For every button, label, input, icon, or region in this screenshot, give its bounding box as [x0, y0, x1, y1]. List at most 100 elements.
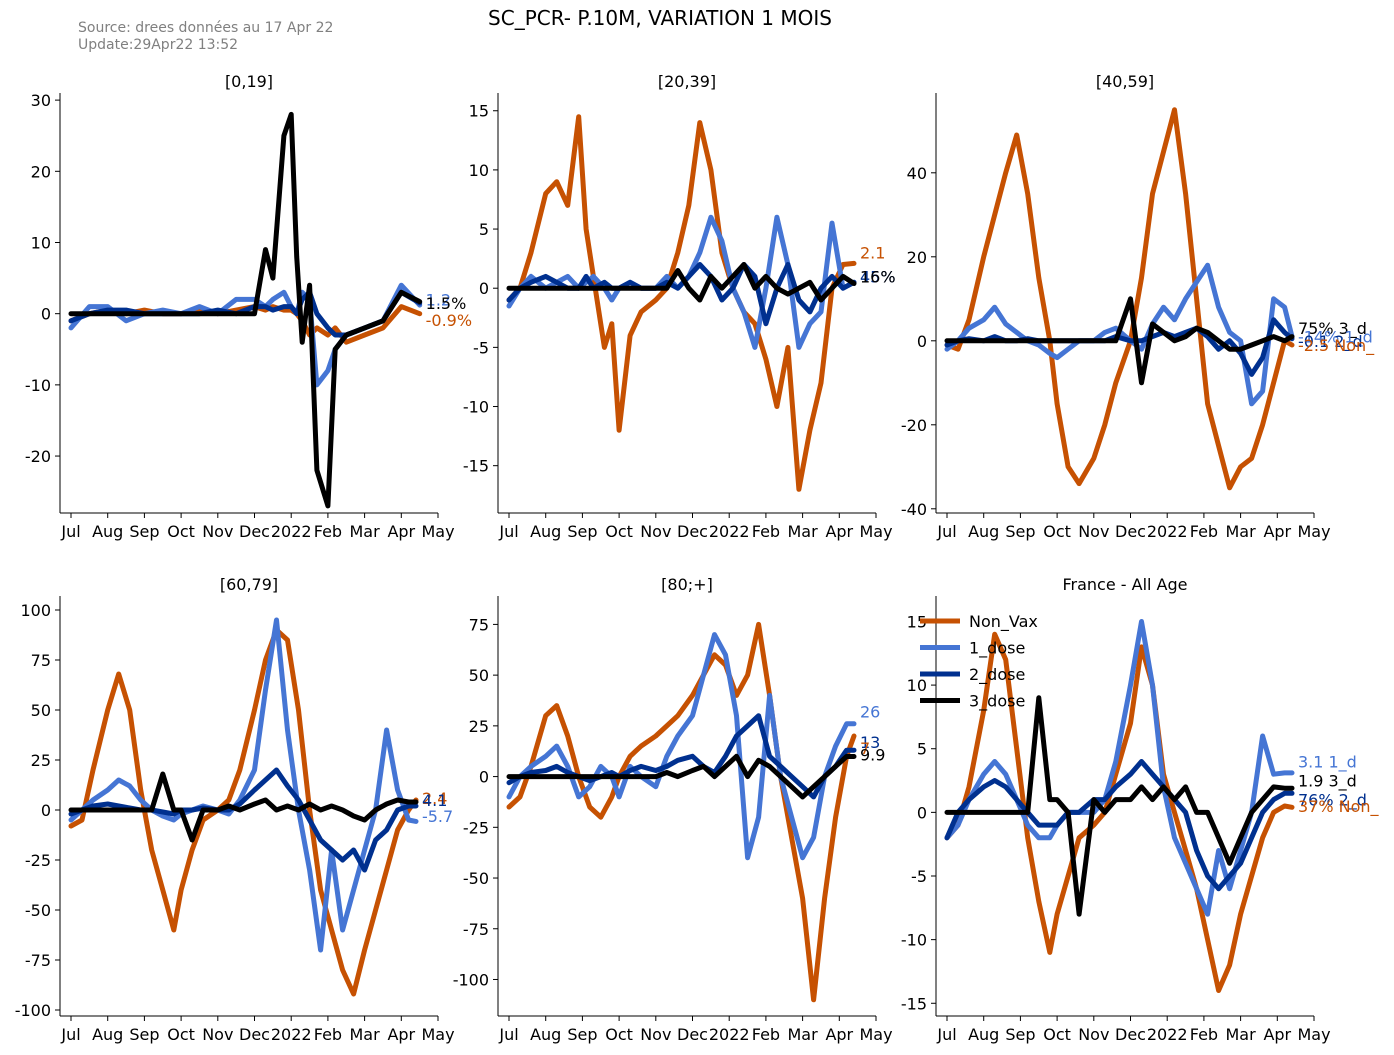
- x-tick-label: May: [421, 522, 454, 541]
- x-tick-label: Apr: [1263, 1025, 1291, 1044]
- y-tick-label: 75: [469, 615, 489, 634]
- x-tick-label: 2022: [1147, 1025, 1188, 1044]
- panel-title: [80;+]: [661, 575, 713, 594]
- x-tick-label: Mar: [788, 1025, 819, 1044]
- y-tick-label: 50: [469, 666, 489, 685]
- x-tick-label: Feb: [314, 1025, 342, 1044]
- y-tick-label: 20: [907, 248, 927, 267]
- x-tick-label: Dec: [239, 522, 270, 541]
- y-tick-label: -20: [901, 416, 927, 435]
- end-value-label: 16%: [860, 267, 896, 286]
- x-tick-label: Mar: [1226, 1025, 1257, 1044]
- x-tick-label: Apr: [825, 522, 853, 541]
- x-tick-label: Jul: [60, 1025, 80, 1044]
- x-tick-label: 2022: [271, 522, 312, 541]
- x-tick-label: 2022: [709, 522, 750, 541]
- y-tick-label: -10: [25, 376, 51, 395]
- x-tick-label: Dec: [677, 522, 708, 541]
- y-tick-label: 0: [479, 768, 489, 787]
- series-line-3-dose: [68, 111, 423, 509]
- x-tick-label: Dec: [1115, 1025, 1146, 1044]
- x-tick-label: May: [859, 1025, 892, 1044]
- x-tick-label: 2022: [709, 1025, 750, 1044]
- x-tick-label: Aug: [530, 522, 561, 541]
- y-tick-label: -10: [463, 398, 489, 417]
- series-line-2-dose: [506, 713, 857, 800]
- end-value-label: 76% 2_d: [1298, 791, 1367, 811]
- panel-6: France - All Age -15 -10 -5 0 5 10 15 Jul Aug Sep O…: [901, 575, 1380, 1044]
- series-line-3-dose: [68, 771, 419, 843]
- end-value-label: -0.9%: [426, 311, 472, 330]
- y-tick-label: 25: [469, 717, 489, 736]
- y-tick-label: 0: [917, 332, 927, 351]
- x-tick-label: Apr: [825, 1025, 853, 1044]
- y-tick-label: 10: [907, 676, 927, 695]
- x-tick-label: Feb: [752, 1025, 780, 1044]
- y-tick-label: -20: [25, 447, 51, 466]
- panel-title: [60,79]: [220, 575, 278, 594]
- x-tick-label: Jul: [498, 522, 518, 541]
- y-tick-label: -25: [25, 851, 51, 870]
- x-tick-label: Dec: [239, 1025, 270, 1044]
- y-tick-label: -25: [463, 818, 489, 837]
- x-tick-label: 2022: [1147, 522, 1188, 541]
- end-value-label: 13: [860, 733, 880, 752]
- x-tick-label: Mar: [1226, 522, 1257, 541]
- x-tick-label: Oct: [605, 1025, 633, 1044]
- end-value-label: 4.1: [422, 791, 447, 810]
- panel-5: [80;+] -100 -75 -50 -25 0 25 50 75 Jul Aug Sep Oct No…: [453, 575, 893, 1044]
- end-value-label: -0.1 2_d: [1298, 332, 1363, 352]
- x-tick-label: Nov: [1078, 522, 1109, 541]
- series-line-non-vax: [944, 631, 1295, 993]
- x-tick-label: Apr: [387, 1025, 415, 1044]
- series-line-1-dose: [506, 632, 857, 861]
- y-tick-label: -10: [901, 931, 927, 950]
- y-tick-label: 0: [479, 279, 489, 298]
- x-tick-label: Jul: [936, 1025, 956, 1044]
- x-tick-label: Nov: [640, 1025, 671, 1044]
- end-value-label: 3.1 1_d: [1298, 752, 1357, 772]
- y-tick-label: -100: [15, 1001, 51, 1020]
- panel-title: France - All Age: [1062, 575, 1187, 594]
- legend: Non_Vax 1_dose 2_dose 3_dose: [920, 612, 1038, 712]
- x-tick-label: Sep: [1005, 522, 1035, 541]
- series-line-non-vax: [944, 107, 1295, 491]
- panel-title: [0,19]: [225, 72, 273, 91]
- y-tick-label: 10: [31, 233, 51, 252]
- x-tick-label: Sep: [567, 1025, 597, 1044]
- series-line-3-dose: [506, 753, 857, 800]
- series-line-1-dose: [944, 262, 1295, 407]
- series-line-non-vax: [506, 114, 857, 492]
- panel-3: [40,59] -40 -20 0 20 40 Jul Aug Sep Oct Nov Dec 2022…: [901, 72, 1375, 541]
- end-value-label: 2.1: [860, 244, 885, 263]
- x-tick-label: Aug: [968, 522, 999, 541]
- x-tick-label: Sep: [567, 522, 597, 541]
- y-tick-label: 0: [917, 803, 927, 822]
- panel-1: [0,19] -20 -10 0 10 20 30 Jul Aug Sep Oct Nov Dec 202…: [25, 72, 472, 541]
- x-tick-label: Oct: [167, 1025, 195, 1044]
- y-tick-label: -5: [473, 338, 489, 357]
- panel-4: [60,79] -100 -75 -50 -25 0 25 50 75 100 Jul Aug Sep O…: [15, 575, 455, 1044]
- page-title: SC_PCR- P.10M, VARIATION 1 MOIS: [488, 6, 832, 30]
- panel-title: [20,39]: [658, 72, 716, 91]
- end-value-label: 1.2: [426, 290, 451, 309]
- legend-label: Non_Vax: [969, 612, 1038, 632]
- y-tick-label: 10: [469, 161, 489, 180]
- update-note: Update:29Apr22 13:52: [78, 37, 239, 53]
- y-tick-label: -15: [463, 457, 489, 476]
- y-tick-label: 25: [31, 751, 51, 770]
- end-value-label: 1.9 3_d: [1298, 772, 1357, 792]
- x-tick-label: Nov: [202, 522, 233, 541]
- y-tick-label: -75: [463, 920, 489, 939]
- legend-label: 1_dose: [969, 639, 1025, 659]
- y-tick-label: -75: [25, 951, 51, 970]
- end-value-label: 37% Non_: [1298, 797, 1380, 817]
- x-tick-label: Jul: [936, 522, 956, 541]
- x-tick-label: Dec: [1115, 522, 1146, 541]
- x-tick-label: Sep: [1005, 1025, 1035, 1044]
- x-tick-label: Feb: [1190, 1025, 1218, 1044]
- y-tick-label: -50: [463, 869, 489, 888]
- end-value-label: 26: [860, 703, 880, 722]
- x-tick-label: Sep: [129, 1025, 159, 1044]
- y-tick-label: 5: [479, 220, 489, 239]
